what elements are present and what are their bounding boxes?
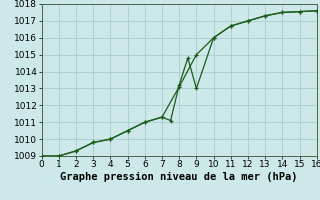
X-axis label: Graphe pression niveau de la mer (hPa): Graphe pression niveau de la mer (hPa): [60, 172, 298, 182]
